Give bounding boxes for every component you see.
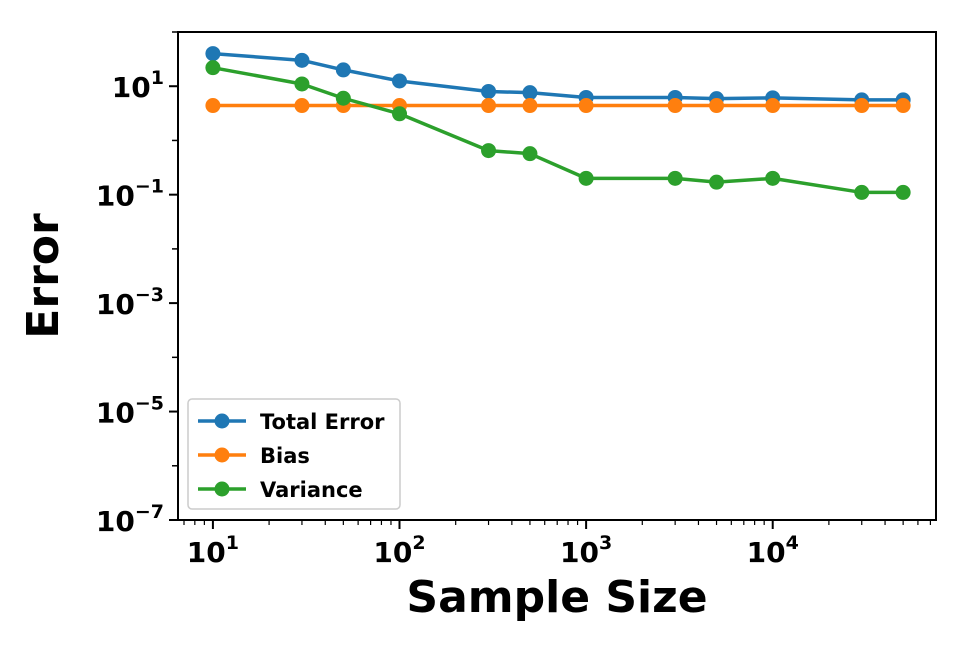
data-point: [335, 62, 351, 78]
legend-label: Total Error: [260, 410, 385, 434]
legend-box: [187, 398, 401, 510]
data-point: [578, 98, 594, 114]
data-point: [335, 90, 351, 106]
data-point: [481, 98, 497, 114]
data-point: [205, 46, 221, 62]
series-line: [212, 65, 904, 195]
series-variance: [205, 60, 911, 200]
data-point: [294, 76, 310, 92]
legend-entry: Variance: [198, 478, 363, 502]
data-point: [294, 98, 310, 114]
x-tick-label: 102: [373, 532, 425, 569]
legend-marker: [214, 413, 230, 429]
y-tick-label: 10−7: [96, 501, 164, 538]
data-point: [765, 98, 781, 114]
legend-entry: Bias: [198, 444, 310, 468]
data-point: [522, 85, 538, 101]
data-point: [392, 106, 408, 122]
axes-layer: 101 102 103 104 101 10−1 10−3 10−5 10−7: [96, 31, 937, 569]
legend: Total Error Bias Variance: [187, 398, 401, 510]
data-point: [709, 174, 725, 190]
data-point: [709, 98, 725, 114]
legend-entry: Total Error: [198, 410, 385, 434]
data-point: [392, 73, 408, 89]
legend-marker: [214, 447, 230, 463]
legend-label: Bias: [260, 444, 310, 468]
data-point: [294, 52, 310, 68]
data-point: [854, 98, 870, 114]
data-point: [895, 184, 911, 200]
series-total-error: [205, 46, 911, 108]
data-point: [854, 184, 870, 200]
legend-marker: [214, 481, 230, 497]
data-point: [667, 98, 683, 114]
x-tick-label: 104: [747, 532, 799, 569]
y-tick-label: 101: [112, 67, 164, 104]
data-point: [667, 170, 683, 186]
data-point: [481, 143, 497, 159]
x-tick-label: 101: [187, 532, 239, 569]
y-axis-title: Error: [18, 213, 69, 339]
data-point: [522, 146, 538, 162]
data-point: [578, 170, 594, 186]
y-tick-label: 10−3: [96, 284, 164, 321]
y-tick-label: 10−5: [96, 393, 164, 430]
data-point: [481, 83, 497, 99]
data-point: [765, 170, 781, 186]
x-tick-label: 103: [560, 532, 612, 569]
data-point: [895, 98, 911, 114]
series-line: [212, 51, 904, 102]
data-point: [205, 60, 221, 76]
legend-label: Variance: [260, 478, 363, 502]
data-point: [205, 98, 221, 114]
x-axis-title: Sample Size: [406, 572, 707, 623]
y-tick-label: 10−1: [96, 176, 164, 213]
data-point: [522, 98, 538, 114]
series-layer: [205, 46, 911, 200]
